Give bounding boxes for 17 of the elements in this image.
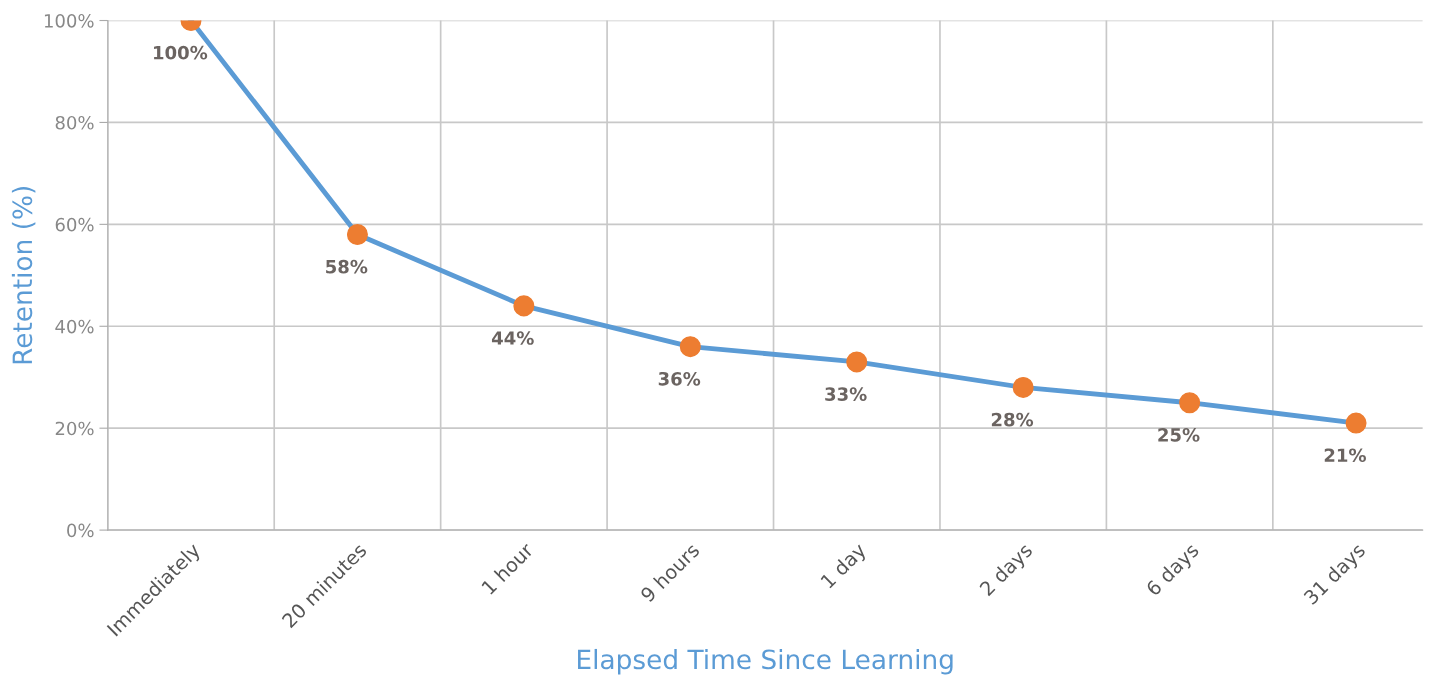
text: 58% — [326, 259, 368, 274]
y-tick-label: 20% — [55, 421, 94, 436]
text: 33% — [825, 387, 867, 401]
y-tick-label: 100% — [44, 13, 94, 28]
y-tick-label: 0% — [67, 523, 94, 538]
text: 21% — [1324, 448, 1366, 463]
text: 44% — [491, 331, 534, 345]
y-axis-title: Retention (%) — [11, 186, 36, 364]
text: 36% — [658, 371, 701, 386]
y-tick-label: 60% — [55, 217, 94, 232]
y-tick-label: 80% — [55, 115, 94, 130]
x-axis-title: Elapsed Time Since Learning — [578, 648, 953, 675]
text: 28% — [991, 412, 1034, 427]
x-tick-label: 1 day — [819, 541, 870, 592]
text: 25% — [1158, 428, 1200, 442]
y-tick-label: 40% — [55, 319, 94, 334]
text: 100% — [154, 45, 208, 60]
